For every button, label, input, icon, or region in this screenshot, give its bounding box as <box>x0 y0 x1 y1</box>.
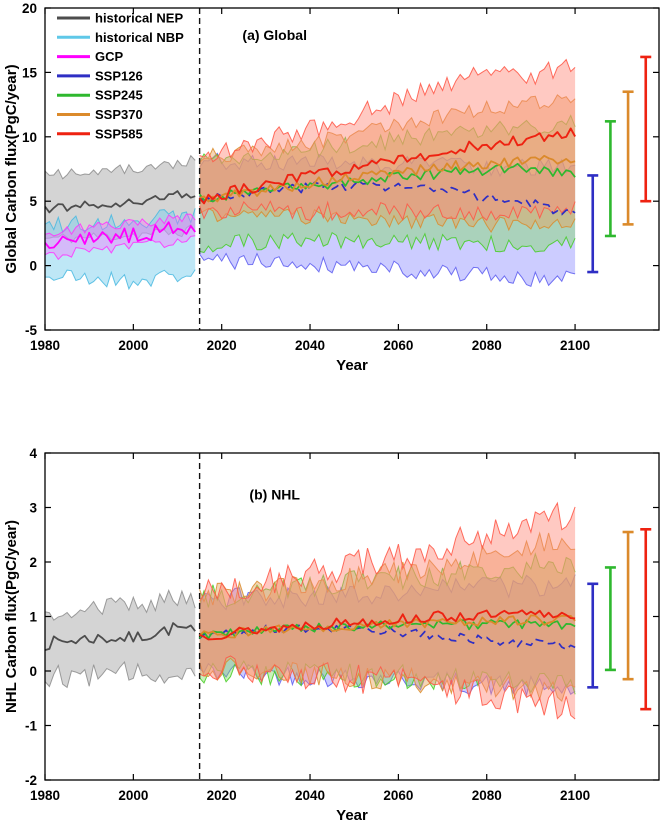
x-tick-label: 2080 <box>472 338 502 353</box>
x-tick-label: 2040 <box>295 788 325 803</box>
SSP245-errorbar <box>604 566 616 672</box>
x-tick-label: 2000 <box>118 788 148 803</box>
x-tick-label: 2000 <box>118 338 148 353</box>
panel-b-nhl-chart: 1980 2000 2020 2040 2060 2080 2100 -2 -1 0 1 2 3 4 Yea… <box>3 446 660 824</box>
SSP370-band-upper-edge <box>199 531 576 606</box>
SSP370-errorbar <box>622 530 634 681</box>
SSP370-band-lower-edge <box>199 207 576 234</box>
SSP126-band-lower-edge <box>199 252 576 287</box>
legend-label: historical NBP <box>95 30 184 45</box>
legend-label: SSP126 <box>95 68 143 83</box>
y-tick-label: 4 <box>29 446 37 461</box>
historical-NEP-band-lower-edge <box>44 661 196 689</box>
SSP245-errorbar <box>604 120 616 238</box>
SSP585-errorbar <box>640 528 652 711</box>
SSP126-errorbar <box>587 174 599 274</box>
y-tick-label: 20 <box>22 1 37 16</box>
legend-label: SSP585 <box>95 126 143 141</box>
panel-a-global-chart: 1980 2000 2020 2040 2060 2080 2100 -5 0 5 10 15 20 Ye… <box>3 1 660 374</box>
historical-NEP-band-upper-edge <box>44 154 196 180</box>
SSP370-band <box>199 94 576 233</box>
SSP585-errorbar <box>640 55 652 203</box>
y-axis-label: NHL Carbon flux(PgC/year) <box>3 520 20 713</box>
y-tick-label: -2 <box>25 773 37 788</box>
x-tick-label: 2020 <box>207 338 237 353</box>
y-tick-label: 3 <box>29 501 37 516</box>
SSP370-line <box>199 154 576 203</box>
axes-box <box>44 7 660 331</box>
SSP370-band-upper-edge <box>199 94 576 163</box>
y-tick-label: 15 <box>22 65 38 80</box>
x-tick-label: 2060 <box>383 788 413 803</box>
historical-NEP-band-upper-edge <box>44 589 196 621</box>
y-tick-label: -5 <box>25 323 37 338</box>
legend-label: SSP370 <box>95 107 143 122</box>
SSP245-band-upper-edge <box>199 552 576 608</box>
SSP585-band-upper-edge <box>199 501 576 602</box>
x-tick-label: 2060 <box>383 338 413 353</box>
SSP370-errorbar <box>622 90 634 226</box>
SSP585-band-lower-edge <box>199 655 576 720</box>
SSP585-band <box>199 59 576 221</box>
GCP-band-upper-edge <box>44 213 196 237</box>
x-tick-label: 1980 <box>30 788 60 803</box>
SSP585-band-upper-edge <box>199 58 576 163</box>
legend-label: historical NEP <box>95 11 183 26</box>
legend-label: SSP245 <box>95 88 143 103</box>
legend-label: GCP <box>95 49 124 64</box>
SSP245-band-lower-edge <box>199 660 576 695</box>
y-tick-label: 10 <box>22 130 37 145</box>
SSP370-band <box>199 533 576 702</box>
x-tick-label: 2100 <box>560 788 590 803</box>
x-axis-label: Year <box>336 357 368 374</box>
x-axis-label: Year <box>336 807 368 824</box>
SSP245-line <box>198 619 576 640</box>
SSP126-band <box>199 574 576 696</box>
x-tick-label: 2080 <box>472 788 502 803</box>
x-tick-label: 2100 <box>560 338 590 353</box>
historical-NBP-band-lower-edge <box>45 269 196 291</box>
SSP126-band-upper-edge <box>199 574 576 611</box>
x-tick-label: 2020 <box>207 788 237 803</box>
y-tick-label: 0 <box>29 664 37 679</box>
y-tick-label: 1 <box>29 610 37 625</box>
SSP245-band-lower-edge <box>199 231 576 254</box>
y-axis-label: Global Carbon flux(PgC/year) <box>3 64 20 273</box>
y-tick-label: 0 <box>29 259 37 274</box>
historical-NEP-line <box>44 190 196 214</box>
GCP-band-lower-edge <box>44 235 196 261</box>
SSP585-band <box>199 503 576 719</box>
SSP126-line <box>198 180 576 216</box>
panel-label: (a) Global <box>242 27 307 43</box>
y-tick-label: 2 <box>29 555 37 570</box>
SSP245-band-upper-edge <box>199 114 576 165</box>
legend: historical NEP historical NBP GCP SSP126 SSP… <box>57 11 184 141</box>
y-tick-label: -1 <box>25 719 37 734</box>
SSP585-line <box>199 609 576 641</box>
SSP245-band <box>199 553 576 695</box>
SSP126-band <box>199 153 576 287</box>
y-tick-label: 5 <box>29 194 37 209</box>
panel-label: (b) NHL <box>249 486 300 502</box>
x-tick-label: 1980 <box>30 338 60 353</box>
SSP370-band-lower-edge <box>199 657 576 702</box>
historical-NBP-band-upper-edge <box>44 208 196 234</box>
historical-NEP-line <box>44 622 196 651</box>
SSP126-errorbar <box>587 582 599 689</box>
SSP585-band-lower-edge <box>199 200 576 222</box>
SSP585-line <box>198 127 576 205</box>
GCP-line <box>44 221 196 249</box>
x-tick-label: 2040 <box>295 338 325 353</box>
